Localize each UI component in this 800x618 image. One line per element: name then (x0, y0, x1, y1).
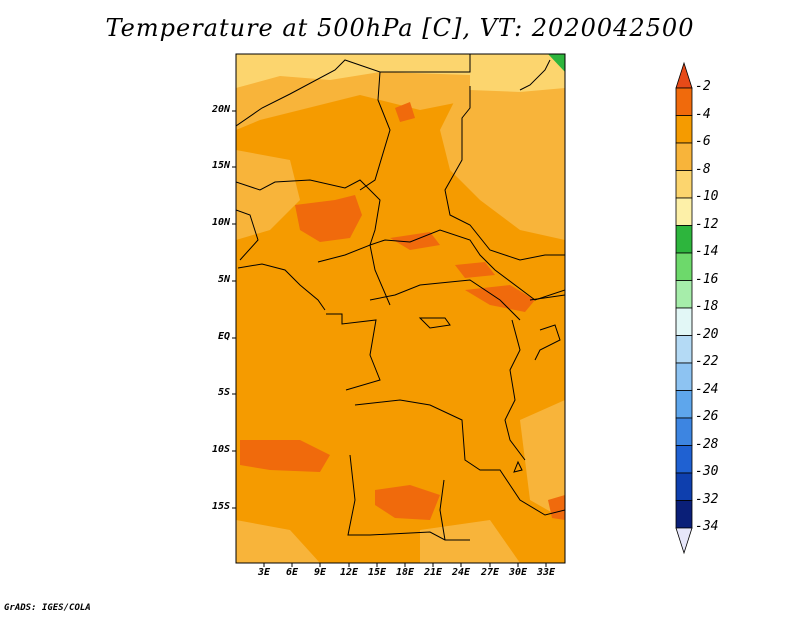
lat-label: 10S (211, 444, 230, 455)
colorbar-box (675, 280, 693, 309)
colorbar (675, 61, 693, 555)
warm-pocket-8 (548, 495, 565, 520)
colorbar-label: -24 (695, 381, 719, 397)
lat-label: 15S (211, 501, 230, 512)
lat-label: 5S (217, 387, 230, 398)
colorbar-box (675, 225, 693, 254)
colorbar-box (675, 417, 693, 446)
warm-pocket-6 (375, 485, 440, 520)
field-patch-northeast (440, 80, 565, 240)
colorbar-box (675, 197, 693, 226)
colorbar-box (675, 335, 693, 364)
warm-pocket-4 (465, 285, 535, 312)
lon-label: 9E (313, 567, 327, 578)
colorbar-box (675, 142, 693, 171)
lat-label: EQ (217, 331, 230, 342)
colorbar-label: -32 (695, 491, 719, 507)
warm-pocket-1 (295, 195, 362, 242)
colorbar-box (675, 472, 693, 501)
temperature-field (236, 54, 565, 563)
colorbar-box (675, 252, 693, 281)
field-patch-far-northeast (470, 54, 565, 92)
axis-ticks (232, 110, 547, 567)
colorbar-box (675, 445, 693, 474)
lon-label: 21E (423, 567, 443, 578)
colorbar-label: -8 (695, 161, 711, 177)
colorbar-bottom-arrow (675, 527, 693, 555)
lon-label: 30E (508, 567, 528, 578)
lon-label: 24E (451, 567, 471, 578)
warm-pocket-3 (455, 262, 495, 278)
field-patch-east (520, 400, 565, 520)
field-patch-southwest (236, 520, 320, 563)
lat-label: 15N (211, 160, 230, 171)
lon-label: 27E (480, 567, 500, 578)
colorbar-box (675, 362, 693, 391)
colorbar-box (675, 115, 693, 144)
colorbar-label: -20 (695, 326, 719, 342)
lon-label: 18E (395, 567, 415, 578)
colorbar-label: -6 (695, 134, 711, 149)
colorbar-label: -4 (695, 106, 711, 122)
colorbar-label: -16 (695, 271, 719, 287)
lat-label: 20N (211, 104, 230, 115)
grads-credit: GrADS: IGES/COLA (4, 603, 91, 613)
colorbar-top-arrow (675, 61, 693, 89)
lon-label: 33E (536, 567, 556, 578)
warm-pocket-2 (390, 232, 440, 250)
colorbar-label: -22 (695, 354, 719, 369)
colorbar-box (675, 170, 693, 199)
colorbar-label: -10 (695, 189, 719, 204)
field-patch-green (548, 54, 565, 72)
warm-pocket-5 (240, 440, 330, 472)
lon-label: 12E (339, 567, 359, 578)
lon-label: 15E (367, 567, 387, 578)
colorbar-label: -18 (695, 299, 719, 314)
colorbar-box (675, 390, 693, 419)
colorbar-label: -12 (695, 216, 719, 232)
colorbar-box (675, 500, 693, 529)
field-patch-west (236, 150, 300, 240)
warm-pocket-7 (395, 102, 415, 122)
figure-title: Temperature at 500hPa [C], VT: 202004250… (105, 14, 695, 42)
colorbar-box (675, 87, 693, 116)
lat-label: 10N (211, 217, 230, 228)
lon-label: 6E (285, 567, 299, 578)
colorbar-label: -26 (695, 409, 719, 424)
map-frame (235, 53, 566, 564)
colorbar-label: -34 (695, 519, 719, 534)
lat-label: 5N (217, 274, 230, 285)
colorbar-label: -2 (695, 79, 711, 94)
colorbar-label: -14 (695, 244, 719, 259)
country-borders (236, 54, 565, 541)
field-patch-south (420, 520, 520, 563)
field-patch-far-north (236, 54, 470, 88)
lon-label: 3E (257, 567, 271, 578)
colorbar-label: -30 (695, 464, 719, 479)
colorbar-label: -28 (695, 436, 719, 452)
colorbar-box (675, 307, 693, 336)
